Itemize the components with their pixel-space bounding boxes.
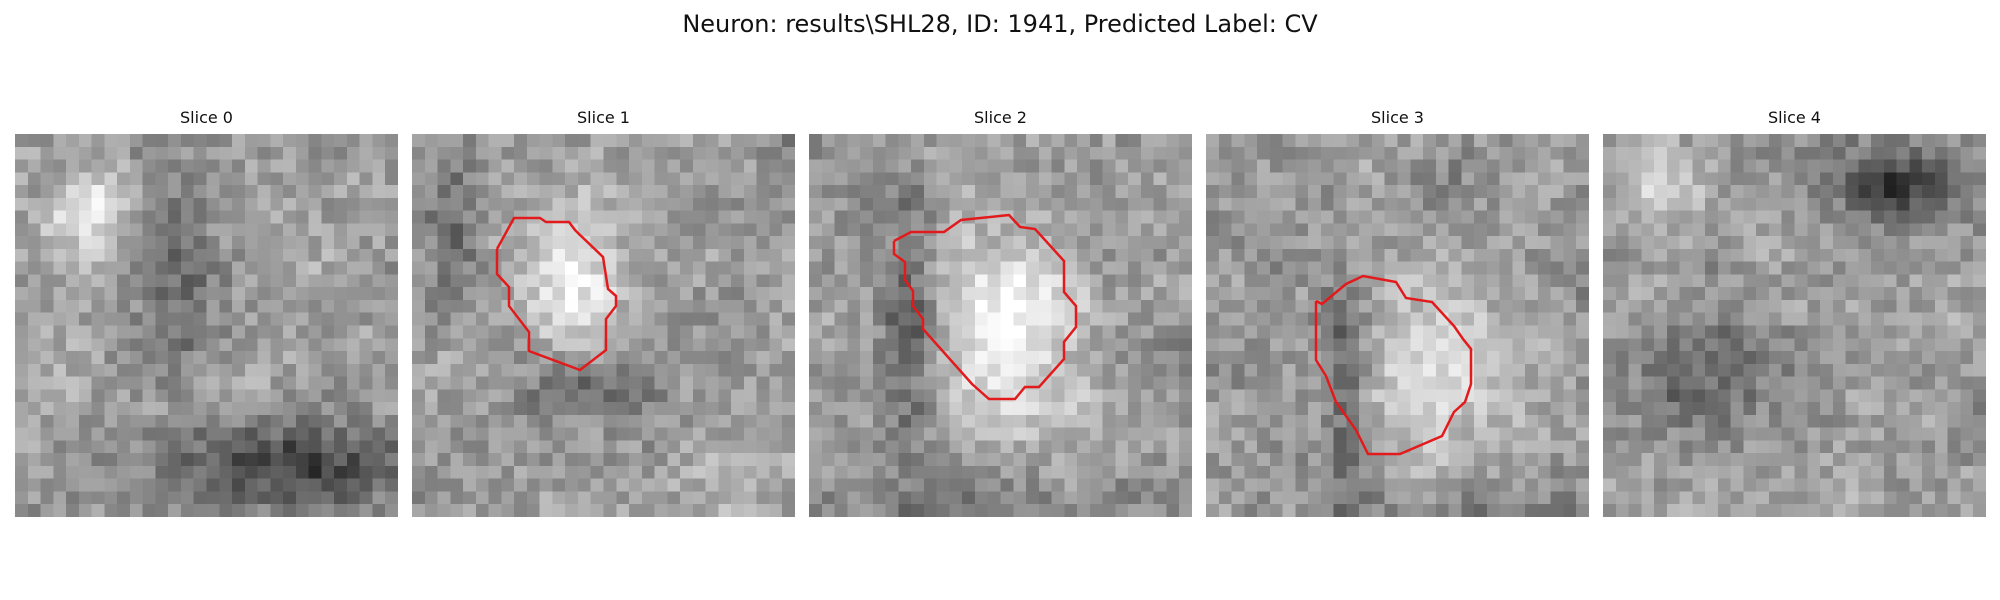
segmentation-contour-1	[495, 216, 618, 372]
figure-title: Neuron: results\SHL28, ID: 1941, Predict…	[682, 10, 1318, 38]
slice-title-3: Slice 3	[1371, 108, 1424, 127]
slice-title-4: Slice 4	[1768, 108, 1821, 127]
slice-title-0: Slice 0	[180, 108, 233, 127]
contour-overlay-3	[1314, 274, 1473, 456]
slice-title-2: Slice 2	[974, 108, 1027, 127]
slice-title-1: Slice 1	[577, 108, 630, 127]
slice-panel-4: Slice 4	[1603, 108, 1986, 517]
slice-panel-2: Slice 2	[809, 108, 1192, 517]
segmentation-contour-3	[1314, 274, 1473, 456]
slice-panel-0: Slice 0	[15, 108, 398, 517]
segmentation-contour-2	[892, 213, 1078, 401]
slice-image-2	[809, 134, 1192, 517]
slice-image-0	[15, 134, 398, 517]
slice-panel-1: Slice 1	[412, 108, 795, 517]
slice-image-4	[1603, 134, 1986, 517]
slice-image-1	[412, 134, 795, 517]
contour-overlay-1	[495, 216, 618, 372]
slice-panel-3: Slice 3	[1206, 108, 1589, 517]
contour-overlay-2	[892, 213, 1078, 401]
